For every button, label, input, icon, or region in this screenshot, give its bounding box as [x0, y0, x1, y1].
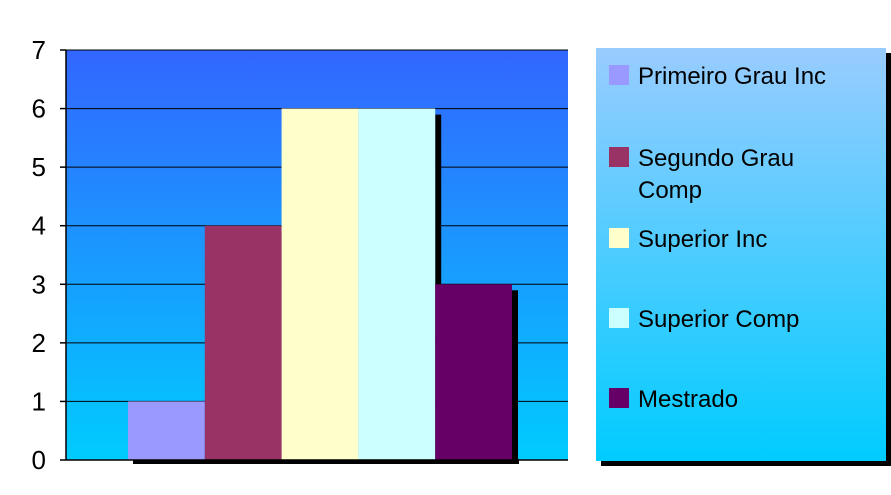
bar-superior-comp: [358, 108, 436, 461]
y-tick-label: 2: [32, 328, 46, 358]
y-tick-label: 1: [32, 386, 46, 416]
legend-swatch: [609, 147, 629, 167]
y-tick-label: 6: [32, 94, 46, 124]
legend-swatch: [609, 65, 629, 85]
bar-primeiro-grau-inc: [128, 401, 205, 460]
y-tick-label: 5: [32, 152, 46, 182]
legend-label: Superior Inc: [638, 226, 767, 253]
legend-label: Superior Comp: [638, 306, 799, 333]
bar-segundo-grau-comp: [204, 225, 282, 460]
y-tick-label: 0: [32, 445, 46, 475]
bar-mestrado: [435, 284, 512, 460]
bar-shadow: [512, 290, 518, 460]
y-axis-ticks: 0 1 2 3 4 5 6 7: [32, 35, 66, 475]
legend-box: [596, 48, 886, 461]
legend-label: Mestrado: [638, 386, 738, 413]
legend-label: Primeiro Grau Inc: [638, 63, 826, 90]
bar-superior-inc: [281, 108, 359, 461]
y-tick-label: 3: [32, 269, 46, 299]
legend-swatch: [609, 388, 629, 408]
bar-group-shadow: [133, 459, 519, 464]
legend: Primeiro Grau Inc Segundo Grau Comp Superio…: [609, 63, 826, 413]
legend-swatch: [609, 308, 629, 328]
y-tick-label: 4: [32, 211, 46, 241]
legend-swatch: [609, 228, 629, 248]
y-tick-label: 7: [32, 35, 46, 65]
bars: [128, 108, 519, 464]
legend-label: Segundo Grau Comp: [638, 145, 794, 204]
